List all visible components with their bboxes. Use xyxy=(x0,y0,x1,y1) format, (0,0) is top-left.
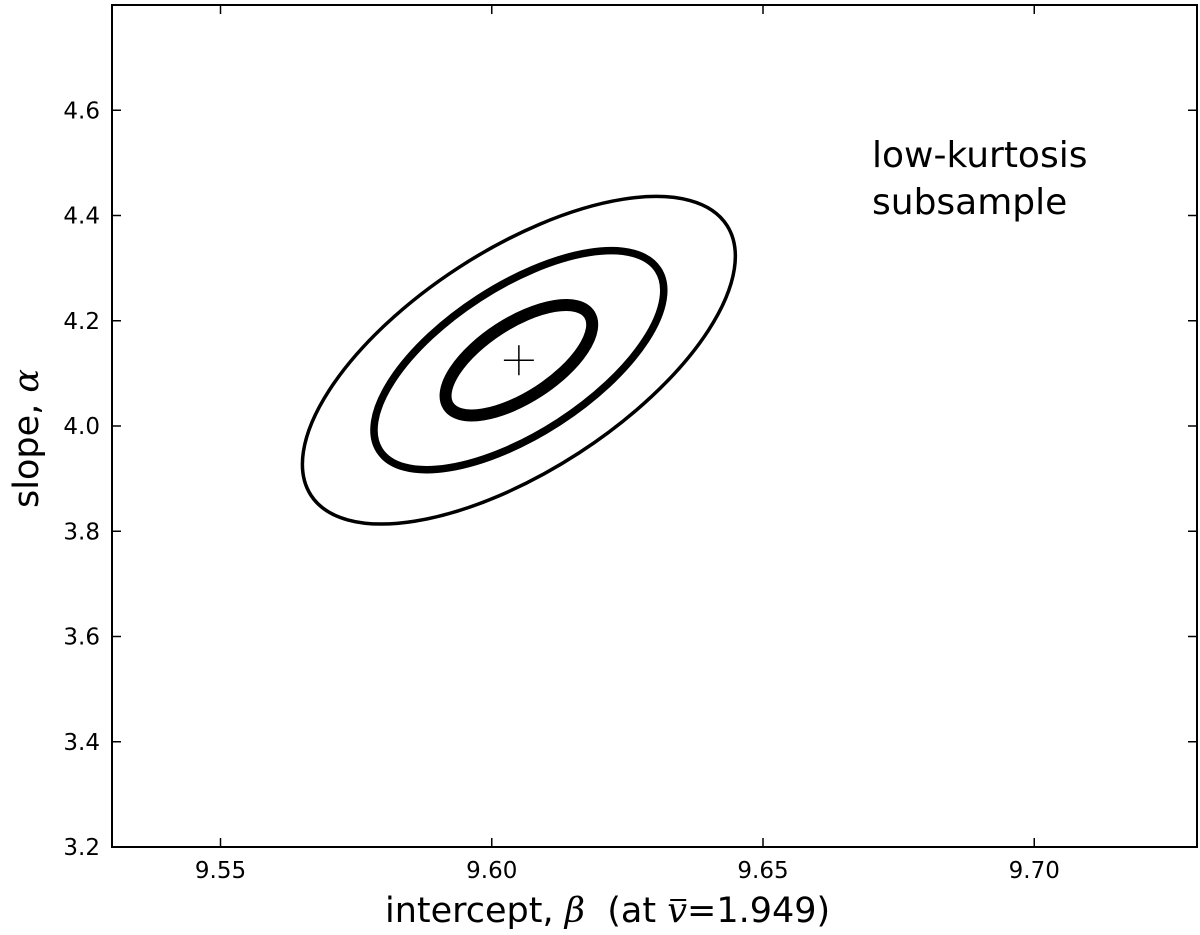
y-axis-ticks: 3.2 3.4 3.6 3.8 4.0 4.2 4.4 4.6 xyxy=(63,98,1197,861)
y-tick-label: 4.0 xyxy=(63,414,100,440)
x-label-suffix-close: ) xyxy=(817,891,831,931)
x-tick-label: 9.60 xyxy=(466,858,517,884)
y-tick-label: 3.8 xyxy=(63,519,100,545)
annotation-text: low-kurtosis subsample xyxy=(872,135,1099,223)
x-label-text: intercept, xyxy=(385,891,565,931)
y-tick-label: 4.6 xyxy=(63,98,100,124)
y-label-text: slope, xyxy=(7,393,47,508)
y-label-symbol: α xyxy=(7,369,47,393)
y-axis-label: slope, α xyxy=(7,369,47,508)
x-tick-label: 9.65 xyxy=(737,858,788,884)
x-axis-ticks: 9.55 9.60 9.65 9.70 xyxy=(195,5,1060,884)
x-label-equals: = xyxy=(687,891,716,931)
x-label-symbol: β xyxy=(563,891,585,931)
plot-frame xyxy=(111,4,1198,848)
contour-level-2 xyxy=(370,246,668,474)
x-label-value: 1.949 xyxy=(716,891,816,931)
annotation-line-1: low-kurtosis xyxy=(872,135,1087,176)
y-tick-label: 4.2 xyxy=(63,309,100,335)
best-fit-marker xyxy=(503,345,534,376)
y-tick-label: 3.6 xyxy=(63,625,100,651)
y-tick-label: 3.4 xyxy=(63,730,100,756)
y-tick-label: 4.4 xyxy=(63,204,100,230)
contour-group xyxy=(300,194,738,526)
x-label-vbar-symbol: v xyxy=(667,891,687,931)
contour-level-3 xyxy=(300,194,738,526)
contour-level-1 xyxy=(439,298,599,422)
x-tick-label: 9.70 xyxy=(1009,858,1060,884)
x-label-suffix-open: (at xyxy=(585,891,667,931)
annotation-line-2: subsample xyxy=(872,182,1067,223)
y-tick-label: 3.2 xyxy=(63,835,100,861)
x-tick-label: 9.55 xyxy=(195,858,246,884)
x-axis-label: intercept, β (at v=1.949) xyxy=(385,891,830,931)
